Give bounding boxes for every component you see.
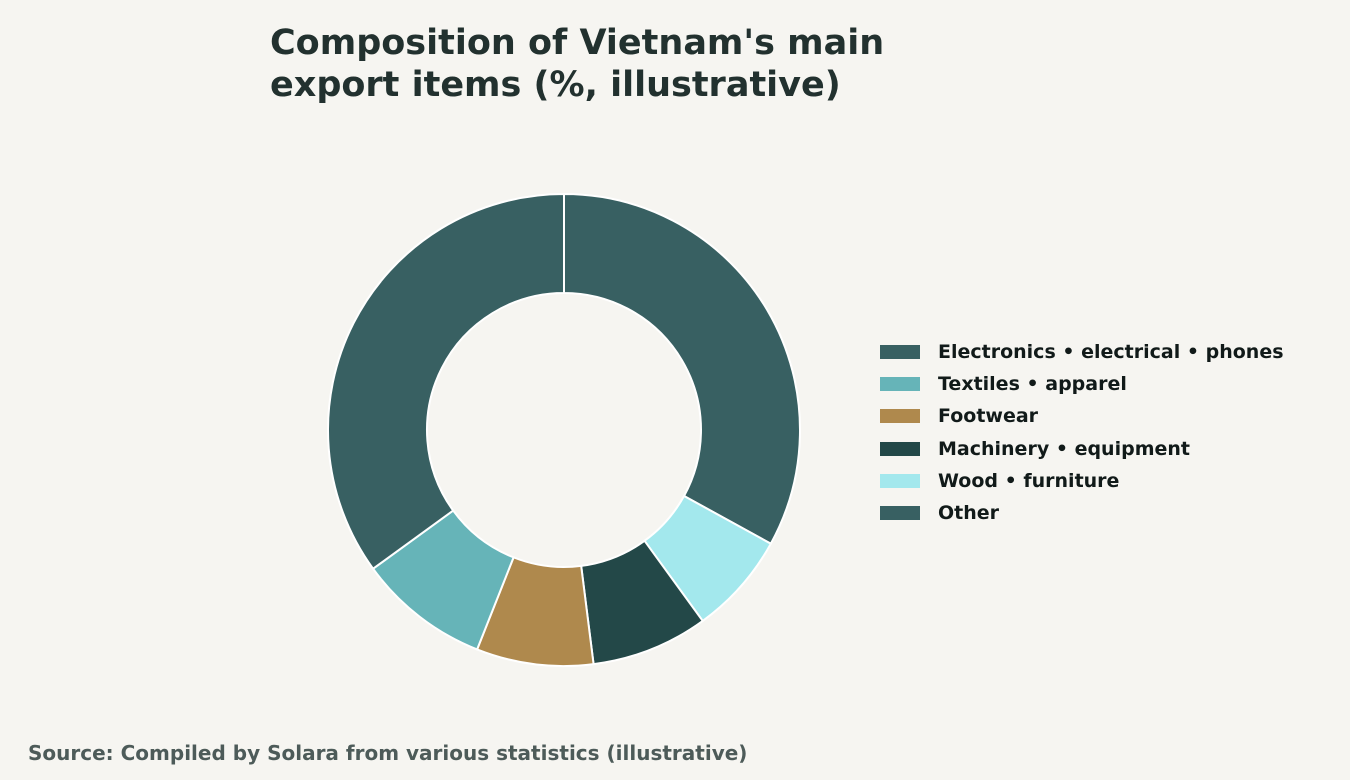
chart-legend: Electronics • electrical • phones Textile…	[880, 336, 1284, 529]
legend-swatch	[880, 441, 920, 456]
donut-slice-other	[327, 192, 565, 571]
source-note: Source: Compiled by Solara from various …	[28, 741, 748, 765]
legend-swatch	[880, 345, 920, 360]
legend-label: Textiles • apparel	[938, 373, 1127, 396]
donut-slices	[327, 192, 801, 667]
legend-swatch	[880, 377, 920, 392]
legend-item: Machinery • equipment	[880, 433, 1284, 465]
legend-swatch	[880, 473, 920, 488]
donut-slice-electronics-electrical-phones	[563, 192, 801, 546]
legend-item: Wood • furniture	[880, 465, 1284, 497]
legend-label: Footwear	[938, 405, 1039, 428]
legend-item: Footwear	[880, 400, 1284, 432]
chart-title: Composition of Vietnam's main export ite…	[270, 23, 885, 105]
legend-swatch	[880, 409, 920, 424]
legend-item: Textiles • apparel	[880, 368, 1284, 400]
legend-label: Machinery • equipment	[938, 437, 1190, 460]
legend-label: Electronics • electrical • phones	[938, 341, 1284, 364]
legend-item: Other	[880, 497, 1284, 529]
legend-item: Electronics • electrical • phones	[880, 336, 1284, 368]
legend-swatch	[880, 506, 920, 521]
legend-label: Wood • furniture	[938, 469, 1120, 492]
legend-label: Other	[938, 502, 1000, 525]
